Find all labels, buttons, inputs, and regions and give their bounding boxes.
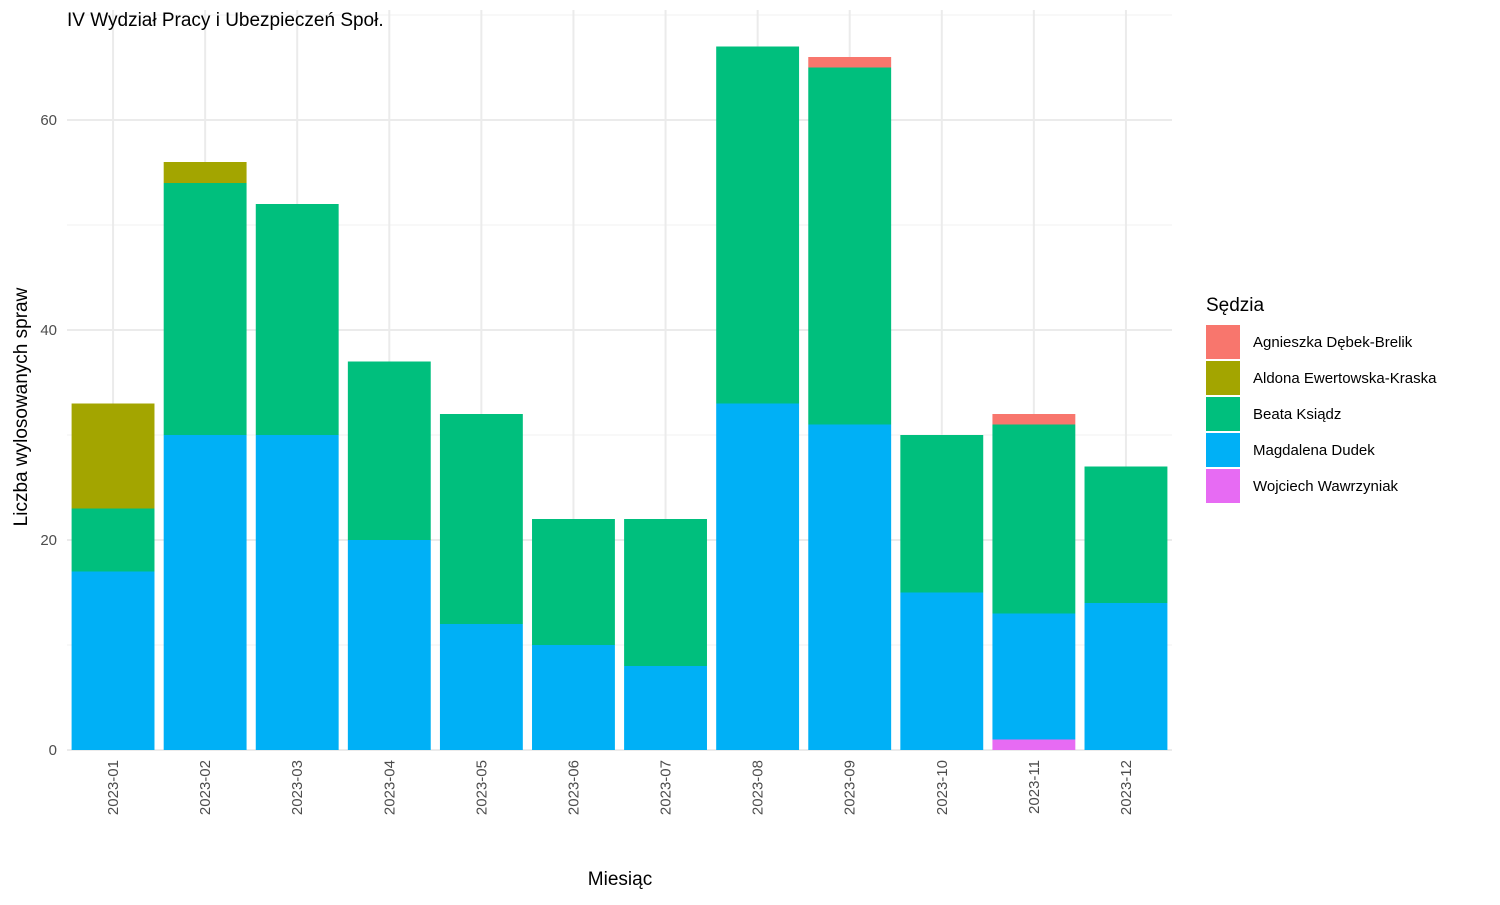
bar-segment [255,435,339,750]
x-tick-label: 2023-07 [658,760,675,815]
bar-segment [808,67,892,425]
legend-key [1206,397,1240,431]
legend-label: Magdalena Dudek [1253,442,1375,459]
y-tick-label: 60 [40,112,57,129]
bar-segment [1084,603,1168,750]
bar-segment [1084,466,1168,603]
legend-label: Agnieszka Dębek-Brelik [1253,334,1413,351]
legend: Sędzia Agnieszka Dębek-Brelik Aldona Ewer… [1206,295,1437,503]
x-tick-label: 2023-08 [750,760,767,815]
bar-segment [439,624,523,750]
bar-segment [808,424,892,750]
x-tick-label: 2023-02 [197,760,214,815]
y-tick-label: 40 [40,322,57,339]
x-tick-label: 2023-03 [289,760,306,815]
bar-segment [71,508,155,572]
bar-segment [900,435,984,593]
bar-segment [992,414,1076,425]
x-tick-label: 2023-06 [565,760,582,815]
bar-segment [255,204,339,435]
legend-key [1206,469,1240,503]
x-tick-label: 2023-11 [1026,760,1043,814]
x-tick-label: 2023-04 [381,760,398,815]
y-tick-label: 0 [49,742,57,759]
bar-segment [532,645,615,750]
x-axis-title: Miesiąc [588,869,652,890]
bar-segment [163,183,247,435]
bar-segment [347,540,431,750]
bar-segment [716,46,800,404]
legend-key [1206,361,1240,395]
x-tick-label: 2023-12 [1118,760,1135,815]
legend-label: Wojciech Wawrzyniak [1253,478,1399,495]
x-tick-label: 2023-05 [473,760,490,815]
x-tick-label: 2023-01 [105,760,122,815]
bar-segment [624,666,707,750]
legend-key [1206,433,1240,467]
bar-segment [439,414,523,624]
legend-label: Beata Ksiądz [1253,406,1341,423]
bar-segment [347,361,431,540]
bar-segment [71,403,155,509]
bar-segment [163,162,247,183]
bar-segment [992,739,1076,750]
x-tick-labels: 2023-01 2023-02 2023-03 2023-04 2023-05 2023-… [105,760,1135,815]
bar-segment [992,613,1076,740]
y-tick-label: 20 [40,532,57,549]
bar-segment [163,435,247,750]
y-axis-title: Liczba wylosowanych spraw [11,287,32,526]
bar-segment [900,592,984,750]
bar-segment [992,424,1076,614]
bar-segment [532,519,615,645]
bar-segment [71,571,155,750]
bars-layer [71,46,1168,750]
bar-segment [624,519,707,666]
bar-segment [808,57,892,68]
y-tick-labels: 0 20 40 60 [40,112,57,759]
x-tick-label: 2023-09 [842,760,859,815]
x-tick-label: 2023-10 [934,760,951,815]
chart-title: IV Wydział Pracy i Ubezpieczeń Społ. [67,10,384,31]
legend-key [1206,325,1240,359]
bar-segment [716,403,800,750]
legend-label: Aldona Ewertowska-Kraska [1253,370,1437,387]
legend-title: Sędzia [1206,295,1265,316]
